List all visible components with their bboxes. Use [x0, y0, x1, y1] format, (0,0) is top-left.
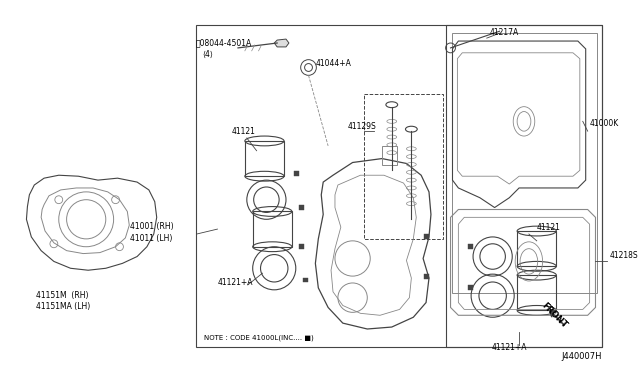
Text: NOTE : CODE 41000L(INC.... ■): NOTE : CODE 41000L(INC.... ■)	[204, 335, 314, 341]
Ellipse shape	[406, 126, 417, 132]
Text: J440007H: J440007H	[561, 352, 602, 361]
Text: 41044+A: 41044+A	[316, 58, 351, 68]
Text: 41218S: 41218S	[609, 251, 638, 260]
Text: 41000K: 41000K	[589, 119, 619, 128]
Polygon shape	[275, 39, 289, 47]
Bar	[445, 25, 602, 347]
Polygon shape	[468, 244, 472, 249]
Polygon shape	[300, 205, 304, 210]
Bar	[452, 33, 598, 293]
Ellipse shape	[386, 102, 397, 108]
Polygon shape	[303, 278, 308, 282]
Text: 41121: 41121	[232, 127, 256, 136]
Polygon shape	[294, 171, 300, 176]
Bar	[245, 141, 284, 176]
Bar	[364, 94, 443, 239]
Text: 41129S: 41129S	[348, 122, 376, 131]
Text: FRONT: FRONT	[540, 301, 569, 330]
Text: 41217A: 41217A	[490, 28, 519, 37]
Bar	[196, 25, 602, 347]
Bar	[253, 211, 292, 247]
Polygon shape	[424, 234, 429, 239]
Text: 41121+A: 41121+A	[492, 343, 527, 352]
Bar	[517, 231, 556, 266]
Bar	[517, 275, 556, 310]
Text: 41121+A: 41121+A	[218, 278, 253, 287]
Text: 41121: 41121	[537, 223, 561, 232]
Text: 41151MA (LH): 41151MA (LH)	[36, 302, 90, 311]
Text: 41151M  (RH): 41151M (RH)	[36, 291, 89, 300]
Polygon shape	[468, 285, 472, 290]
Polygon shape	[300, 244, 304, 249]
Text: Ⓑ08044-4501A: Ⓑ08044-4501A	[196, 38, 252, 47]
Polygon shape	[424, 274, 429, 279]
Text: 41001 (RH): 41001 (RH)	[131, 222, 174, 231]
Text: ⟨4⟩: ⟨4⟩	[203, 50, 214, 59]
Text: 41011 (LH): 41011 (LH)	[131, 234, 173, 243]
